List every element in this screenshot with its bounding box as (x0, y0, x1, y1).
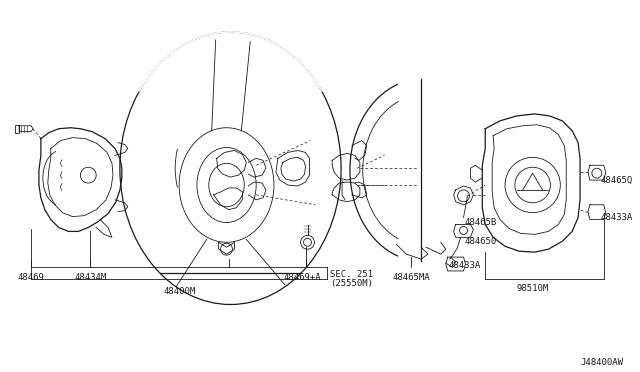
Text: 48469: 48469 (17, 273, 44, 282)
Text: 98510M: 98510M (516, 284, 548, 293)
Text: 48400M: 48400M (163, 287, 195, 296)
Text: 48465MA: 48465MA (392, 273, 430, 282)
Text: SEC. 251: SEC. 251 (330, 270, 374, 279)
Text: 48434M: 48434M (74, 273, 106, 282)
Text: 484650: 484650 (465, 237, 497, 246)
Text: 48465Q: 48465Q (601, 176, 633, 185)
Text: 48433A: 48433A (449, 261, 481, 270)
Text: 48465B: 48465B (465, 218, 497, 227)
Text: 48469+A: 48469+A (284, 273, 321, 282)
Text: J48400AW: J48400AW (580, 358, 623, 367)
Text: (25550M): (25550M) (330, 279, 374, 288)
Text: 48433A: 48433A (601, 213, 633, 222)
